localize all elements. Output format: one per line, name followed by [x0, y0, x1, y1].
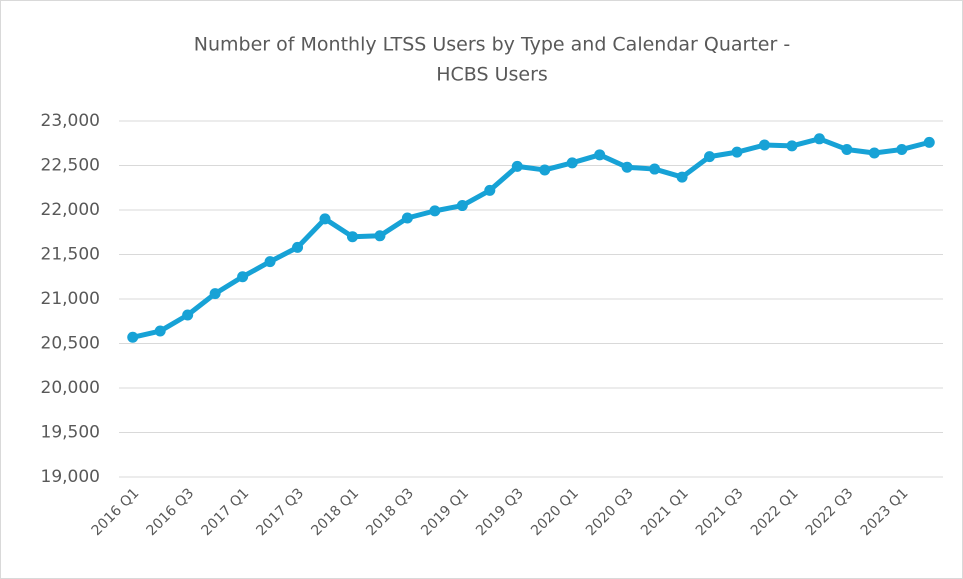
point: [401, 212, 413, 224]
y-tick-label: 21,000: [41, 289, 100, 309]
point: [484, 184, 496, 196]
point: [456, 200, 468, 212]
point: [896, 143, 908, 155]
point: [319, 213, 331, 225]
point: [182, 309, 194, 321]
point: [237, 271, 249, 283]
y-tick-label: 22,500: [41, 156, 100, 176]
point: [429, 205, 441, 217]
point: [704, 151, 716, 163]
point: [292, 241, 304, 253]
point: [374, 230, 386, 242]
point: [209, 288, 221, 300]
point: [676, 171, 688, 183]
point: [923, 136, 935, 148]
y-tick-label: 21,500: [41, 245, 100, 265]
y-tick-label: 23,000: [41, 111, 100, 131]
y-tick-label: 20,500: [41, 334, 100, 354]
point: [511, 160, 523, 172]
chart-title: HCBS Users: [436, 64, 548, 86]
point: [539, 164, 551, 176]
y-tick-label: 19,000: [41, 467, 100, 487]
y-tick-label: 20,000: [41, 378, 100, 398]
y-tick-label: 22,000: [41, 200, 100, 220]
point: [786, 140, 798, 152]
point: [758, 139, 770, 151]
point: [731, 146, 743, 158]
point: [594, 149, 606, 161]
point: [868, 147, 880, 159]
point: [264, 256, 276, 268]
point: [154, 325, 166, 337]
point: [127, 331, 139, 343]
point: [566, 157, 578, 169]
y-tick-label: 19,500: [41, 423, 100, 443]
point: [649, 163, 661, 175]
point: [841, 143, 853, 155]
point: [813, 133, 825, 145]
point: [621, 161, 633, 173]
point: [346, 231, 358, 243]
chart-title: Number of Monthly LTSS Users by Type and…: [194, 34, 790, 56]
